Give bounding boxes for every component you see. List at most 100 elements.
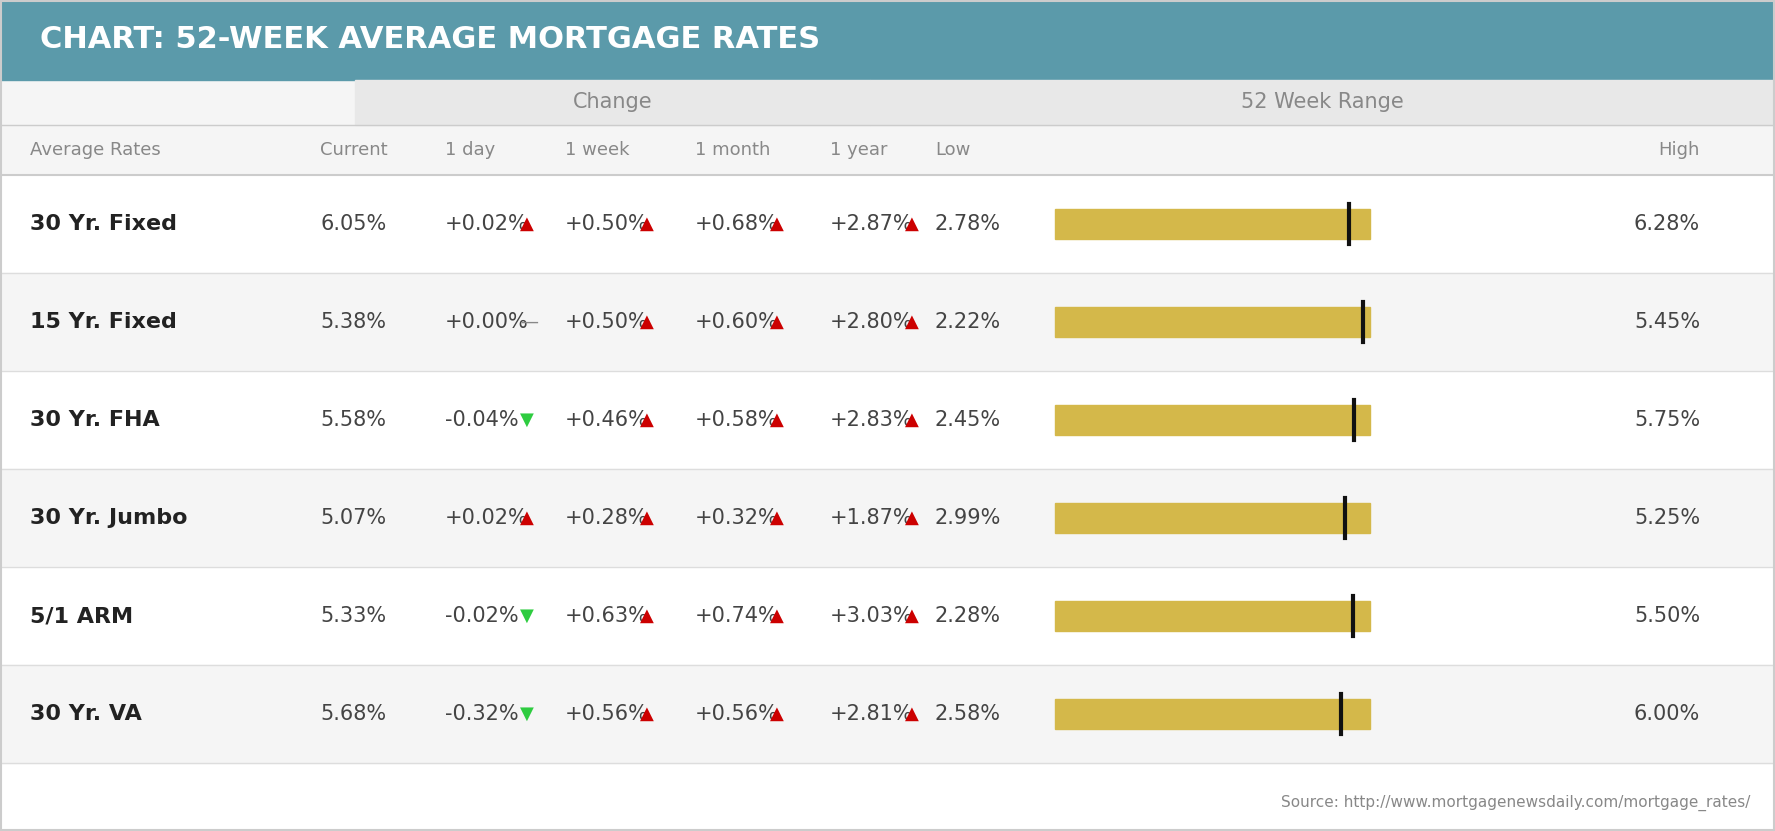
Text: +3.03%: +3.03% <box>831 606 914 626</box>
Text: 2.58%: 2.58% <box>935 704 1001 724</box>
Text: ▲: ▲ <box>905 607 919 625</box>
Text: 5/1 ARM: 5/1 ARM <box>30 606 133 626</box>
Text: 1 month: 1 month <box>696 141 770 159</box>
Text: 1 day: 1 day <box>446 141 495 159</box>
Text: Source: http://www.mortgagenewsdaily.com/mortgage_rates/: Source: http://www.mortgagenewsdaily.com… <box>1280 794 1750 811</box>
Bar <box>0 665 1775 763</box>
Text: 5.75%: 5.75% <box>1633 410 1700 430</box>
Text: ▲: ▲ <box>905 509 919 527</box>
Text: ▲: ▲ <box>520 509 534 527</box>
Text: Change: Change <box>573 92 653 112</box>
Text: High: High <box>1658 141 1700 159</box>
Bar <box>1054 503 1370 533</box>
Text: -0.32%: -0.32% <box>446 704 518 724</box>
Bar <box>355 80 870 125</box>
Text: +0.58%: +0.58% <box>696 410 779 430</box>
Text: 6.28%: 6.28% <box>1633 214 1700 234</box>
Text: +0.56%: +0.56% <box>564 704 650 724</box>
Bar <box>0 125 1775 175</box>
Text: +0.32%: +0.32% <box>696 508 779 528</box>
Text: 6.00%: 6.00% <box>1633 704 1700 724</box>
Text: +0.00%: +0.00% <box>446 312 529 332</box>
Text: 5.33%: 5.33% <box>320 606 387 626</box>
Text: ▼: ▼ <box>520 411 534 429</box>
Bar <box>0 0 1775 80</box>
Text: 15 Yr. Fixed: 15 Yr. Fixed <box>30 312 178 332</box>
Text: +1.87%: +1.87% <box>831 508 914 528</box>
Bar <box>0 273 1775 371</box>
Text: 2.22%: 2.22% <box>935 312 1001 332</box>
Text: 30 Yr. Jumbo: 30 Yr. Jumbo <box>30 508 188 528</box>
Bar <box>1054 209 1370 239</box>
Bar <box>0 469 1775 567</box>
Text: ▲: ▲ <box>905 313 919 331</box>
Text: ▲: ▲ <box>520 215 534 233</box>
Text: ▲: ▲ <box>641 705 653 723</box>
Text: 5.25%: 5.25% <box>1633 508 1700 528</box>
Text: CHART: 52-WEEK AVERAGE MORTGAGE RATES: CHART: 52-WEEK AVERAGE MORTGAGE RATES <box>41 26 820 55</box>
Text: +2.87%: +2.87% <box>831 214 914 234</box>
Text: ▼: ▼ <box>520 607 534 625</box>
Text: 2.99%: 2.99% <box>935 508 1001 528</box>
Text: +0.74%: +0.74% <box>696 606 779 626</box>
Text: +2.81%: +2.81% <box>831 704 914 724</box>
Bar <box>1054 405 1370 435</box>
Text: ▲: ▲ <box>905 411 919 429</box>
Text: ▲: ▲ <box>770 313 785 331</box>
Text: ▲: ▲ <box>770 215 785 233</box>
Text: +2.80%: +2.80% <box>831 312 914 332</box>
Text: ▲: ▲ <box>770 411 785 429</box>
Text: 5.38%: 5.38% <box>320 312 385 332</box>
Bar <box>0 175 1775 273</box>
Text: +0.46%: +0.46% <box>564 410 650 430</box>
Text: 5.45%: 5.45% <box>1633 312 1700 332</box>
Text: +2.83%: +2.83% <box>831 410 914 430</box>
Text: 52 Week Range: 52 Week Range <box>1241 92 1404 112</box>
Text: +0.02%: +0.02% <box>446 214 529 234</box>
Text: ▲: ▲ <box>905 705 919 723</box>
Text: -0.02%: -0.02% <box>446 606 518 626</box>
Text: ▼: ▼ <box>520 705 534 723</box>
Text: 1 week: 1 week <box>564 141 630 159</box>
Text: ▲: ▲ <box>641 313 653 331</box>
Text: 30 Yr. VA: 30 Yr. VA <box>30 704 142 724</box>
Text: 1 year: 1 year <box>831 141 888 159</box>
Text: 30 Yr. Fixed: 30 Yr. Fixed <box>30 214 178 234</box>
Text: +0.68%: +0.68% <box>696 214 779 234</box>
Text: Low: Low <box>935 141 971 159</box>
Text: +0.50%: +0.50% <box>564 312 648 332</box>
Text: -0.04%: -0.04% <box>446 410 518 430</box>
Bar <box>0 371 1775 469</box>
Text: +0.50%: +0.50% <box>564 214 648 234</box>
Bar <box>0 80 1775 125</box>
Text: 6.05%: 6.05% <box>320 214 387 234</box>
Text: +0.56%: +0.56% <box>696 704 779 724</box>
Text: ▲: ▲ <box>770 607 785 625</box>
Bar <box>1054 601 1370 631</box>
Text: 5.68%: 5.68% <box>320 704 387 724</box>
Text: —: — <box>520 313 538 331</box>
Text: Current: Current <box>320 141 387 159</box>
Text: +0.63%: +0.63% <box>564 606 650 626</box>
Text: ▲: ▲ <box>641 509 653 527</box>
Text: 5.58%: 5.58% <box>320 410 385 430</box>
Text: +0.02%: +0.02% <box>446 508 529 528</box>
Text: ▲: ▲ <box>770 705 785 723</box>
Text: 5.50%: 5.50% <box>1633 606 1700 626</box>
Bar <box>0 567 1775 665</box>
Text: ▲: ▲ <box>905 215 919 233</box>
Text: 2.78%: 2.78% <box>935 214 1001 234</box>
Text: 2.28%: 2.28% <box>935 606 1001 626</box>
Text: ▲: ▲ <box>641 607 653 625</box>
Text: Average Rates: Average Rates <box>30 141 162 159</box>
Text: +0.60%: +0.60% <box>696 312 779 332</box>
Text: ▲: ▲ <box>641 411 653 429</box>
Bar <box>1054 307 1370 337</box>
Text: +0.28%: +0.28% <box>564 508 648 528</box>
Bar <box>1054 699 1370 729</box>
Text: 2.45%: 2.45% <box>935 410 1001 430</box>
Text: 30 Yr. FHA: 30 Yr. FHA <box>30 410 160 430</box>
Text: ▲: ▲ <box>770 509 785 527</box>
Bar <box>870 80 1775 125</box>
Text: 5.07%: 5.07% <box>320 508 387 528</box>
